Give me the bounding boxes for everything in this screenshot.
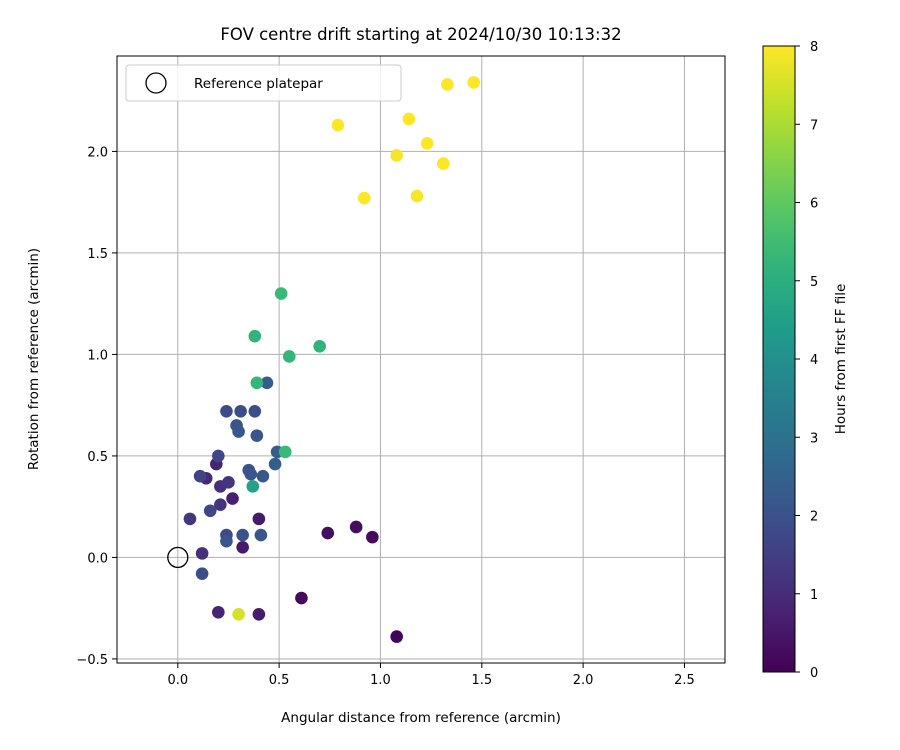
scatter-point <box>436 157 450 170</box>
scatter-point <box>252 607 266 621</box>
scatter-point <box>236 528 249 542</box>
scatter-point <box>274 287 288 300</box>
colorbar-tick-label: 2 <box>810 510 818 525</box>
scatter-points <box>183 76 480 643</box>
x-tick-label: 1.5 <box>471 673 492 688</box>
scatter-point <box>313 340 326 353</box>
scatter-point <box>467 76 480 89</box>
scatter-point <box>232 425 245 438</box>
scatter-point <box>248 329 262 343</box>
colorbar-tick-label: 8 <box>810 40 818 55</box>
scatter-point <box>321 526 335 540</box>
colorbar-tick-label: 5 <box>810 275 818 290</box>
scatter-point <box>212 605 225 619</box>
colorbar-ticks: 0 1 2 3 4 5 6 7 8 <box>795 40 818 681</box>
scatter-point <box>195 567 209 580</box>
y-tick-label: −0.5 <box>76 653 108 668</box>
x-tick-label: 1.0 <box>370 673 391 688</box>
colorbar <box>762 45 796 673</box>
colorbar-tick-label: 3 <box>810 431 818 446</box>
legend-marker <box>145 72 167 94</box>
scatter-point <box>183 512 197 526</box>
legend-box <box>125 64 402 102</box>
scatter-point <box>349 520 363 534</box>
scatter-point <box>226 492 239 505</box>
y-tick-label: 0.0 <box>87 551 108 566</box>
colorbar-label: Hours from first FF file <box>833 284 849 435</box>
scatter-point <box>366 530 379 544</box>
scatter-point <box>250 429 264 442</box>
legend-label: Reference platepar <box>194 76 323 92</box>
y-tick-label: 1.5 <box>87 247 108 262</box>
scatter-point <box>268 457 282 471</box>
scatter-point <box>212 449 225 463</box>
scatter-point <box>236 540 249 554</box>
x-tick-label: 0.0 <box>167 673 188 688</box>
scatter-point <box>420 136 434 150</box>
colorbar-tick-label: 6 <box>810 197 818 212</box>
colorbar-tick-label: 4 <box>810 353 818 368</box>
plot-area <box>117 56 725 663</box>
scatter-point <box>244 467 258 481</box>
x-tick-label: 2.0 <box>573 673 594 688</box>
colorbar-tick-label: 0 <box>810 666 818 681</box>
scatter-point <box>278 445 292 459</box>
scatter-point <box>410 189 424 203</box>
scatter-point <box>250 376 264 390</box>
reference-platepar-marker <box>167 546 189 569</box>
y-tick-label: 2.0 <box>87 145 108 160</box>
y-axis-label: Rotation from reference (arcmin) <box>26 248 42 470</box>
scatter-point <box>390 149 403 162</box>
scatter-point <box>295 591 308 605</box>
x-tick-label: 0.5 <box>269 673 290 688</box>
scatter-point <box>246 480 260 493</box>
scatter-point <box>357 191 371 205</box>
scatter-point <box>214 498 227 511</box>
y-axis-ticks: −0.5 0.0 0.5 1.0 1.5 2.0 <box>76 145 117 668</box>
y-tick-label: 1.0 <box>87 348 108 363</box>
scatter-point <box>254 528 268 542</box>
scatter-point <box>195 547 209 560</box>
legend: Reference platepar <box>125 64 402 102</box>
x-axis-ticks: 0.0 0.5 1.0 1.5 2.0 2.5 <box>167 663 695 688</box>
scatter-point <box>260 376 274 390</box>
plot-frame <box>116 55 726 664</box>
colorbar-tick-label: 7 <box>810 118 818 133</box>
scatter-point <box>234 404 247 418</box>
scatter-point <box>220 534 233 548</box>
y-tick-label: 0.5 <box>87 450 108 465</box>
scatter-point <box>390 630 403 643</box>
x-axis-label: Angular distance from reference (arcmin) <box>281 710 561 726</box>
scatter-point <box>331 118 345 132</box>
scatter-point <box>220 404 233 418</box>
scatter-point <box>193 469 207 483</box>
scatter-point <box>402 112 416 126</box>
scatter-point <box>248 404 262 418</box>
scatter-point <box>252 512 266 526</box>
colorbar-tick-label: 1 <box>810 588 818 603</box>
scatter-point <box>203 504 217 518</box>
x-tick-label: 2.5 <box>674 673 695 688</box>
chart-title: FOV centre drift starting at 2024/10/30 … <box>220 25 621 44</box>
scatter-point <box>256 469 270 483</box>
scatter-point <box>282 350 296 363</box>
scatter-point <box>222 476 235 489</box>
scatter-point <box>441 78 454 91</box>
scatter-point <box>232 607 245 621</box>
